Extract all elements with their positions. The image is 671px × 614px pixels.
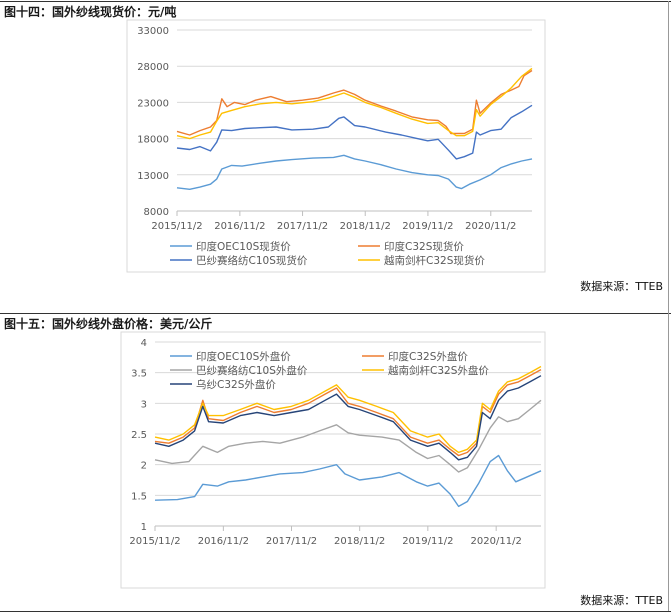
- legend-label: 印度OEC10S外盘价: [196, 350, 291, 363]
- bottom-rule: [0, 611, 671, 612]
- x-tick-label: 2020/11/2: [471, 536, 522, 547]
- y-tick-label: 2.5: [131, 430, 147, 441]
- legend-label: 巴纱赛络纺C10S外盘价: [196, 364, 308, 377]
- series-line-3: [176, 104, 533, 160]
- x-tick-label: 2015/11/2: [129, 536, 180, 547]
- y-tick-label: 23000: [137, 98, 169, 109]
- figure-15-title: 图十五：国外纱线外盘价格：美元/公斤: [4, 317, 213, 331]
- x-tick-label: 2017/11/2: [277, 221, 328, 232]
- y-tick-label: 4: [141, 338, 147, 349]
- series-line-1: [176, 154, 533, 191]
- figure-14-title: 图十四：国外纱线现货价：元/吨: [4, 5, 177, 19]
- series-line-5: [154, 375, 542, 461]
- chart-frame: [126, 19, 546, 273]
- series-line-4: [176, 67, 533, 140]
- y-tick-label: 13000: [137, 171, 169, 182]
- figure-14-source: 数据来源：TTEB: [580, 280, 663, 293]
- figure-15-source: 数据来源：TTEB: [580, 594, 663, 607]
- legend-label: 印度OEC10S现货价: [196, 240, 291, 253]
- right-border: [668, 1, 669, 313]
- series-line-2: [176, 69, 533, 136]
- x-tick-label: 2017/11/2: [266, 536, 317, 547]
- legend-label: 越南剑杆C32S外盘价: [388, 364, 489, 377]
- y-tick-label: 2: [141, 461, 147, 472]
- series-line-1: [154, 454, 542, 508]
- series-line-4: [154, 365, 542, 454]
- x-tick-label: 2015/11/2: [151, 221, 202, 232]
- top-rule: [0, 1, 671, 2]
- chart-14-yarn-spot-price: 8000 13000 18000 23000 28000 33000 2015/11/2 20…: [126, 19, 546, 273]
- legend-label: 巴纱赛络纺C10S现货价: [196, 254, 308, 267]
- legend-label: 印度C32S现货价: [384, 240, 464, 253]
- separator-rule: [0, 313, 671, 314]
- chart-frame: [120, 331, 546, 589]
- x-tick-label: 2019/11/2: [402, 221, 453, 232]
- y-tick-label: 8000: [144, 207, 169, 218]
- y-tick-label: 33000: [137, 26, 169, 37]
- x-tick-label: 2019/11/2: [402, 536, 453, 547]
- x-tick-label: 2016/11/2: [214, 221, 265, 232]
- y-tick-label: 28000: [137, 62, 169, 73]
- legend-label: 乌纱C32S外盘价: [196, 378, 276, 391]
- right-border-lower: [668, 313, 669, 611]
- y-tick-label: 1: [141, 522, 147, 533]
- series-line-2: [154, 368, 542, 457]
- y-tick-label: 18000: [137, 135, 169, 146]
- y-tick-label: 3.5: [131, 369, 147, 380]
- series-line-3: [154, 399, 542, 473]
- x-tick-label: 2016/11/2: [198, 536, 249, 547]
- y-tick-label: 1.5: [131, 491, 147, 502]
- y-tick-label: 3: [141, 399, 147, 410]
- x-tick-label: 2018/11/2: [340, 221, 391, 232]
- x-tick-label: 2020/11/2: [465, 221, 516, 232]
- legend-label: 越南剑杆C32S现货价: [384, 254, 485, 267]
- legend-label: 印度C32S外盘价: [388, 350, 468, 363]
- x-tick-label: 2018/11/2: [334, 536, 385, 547]
